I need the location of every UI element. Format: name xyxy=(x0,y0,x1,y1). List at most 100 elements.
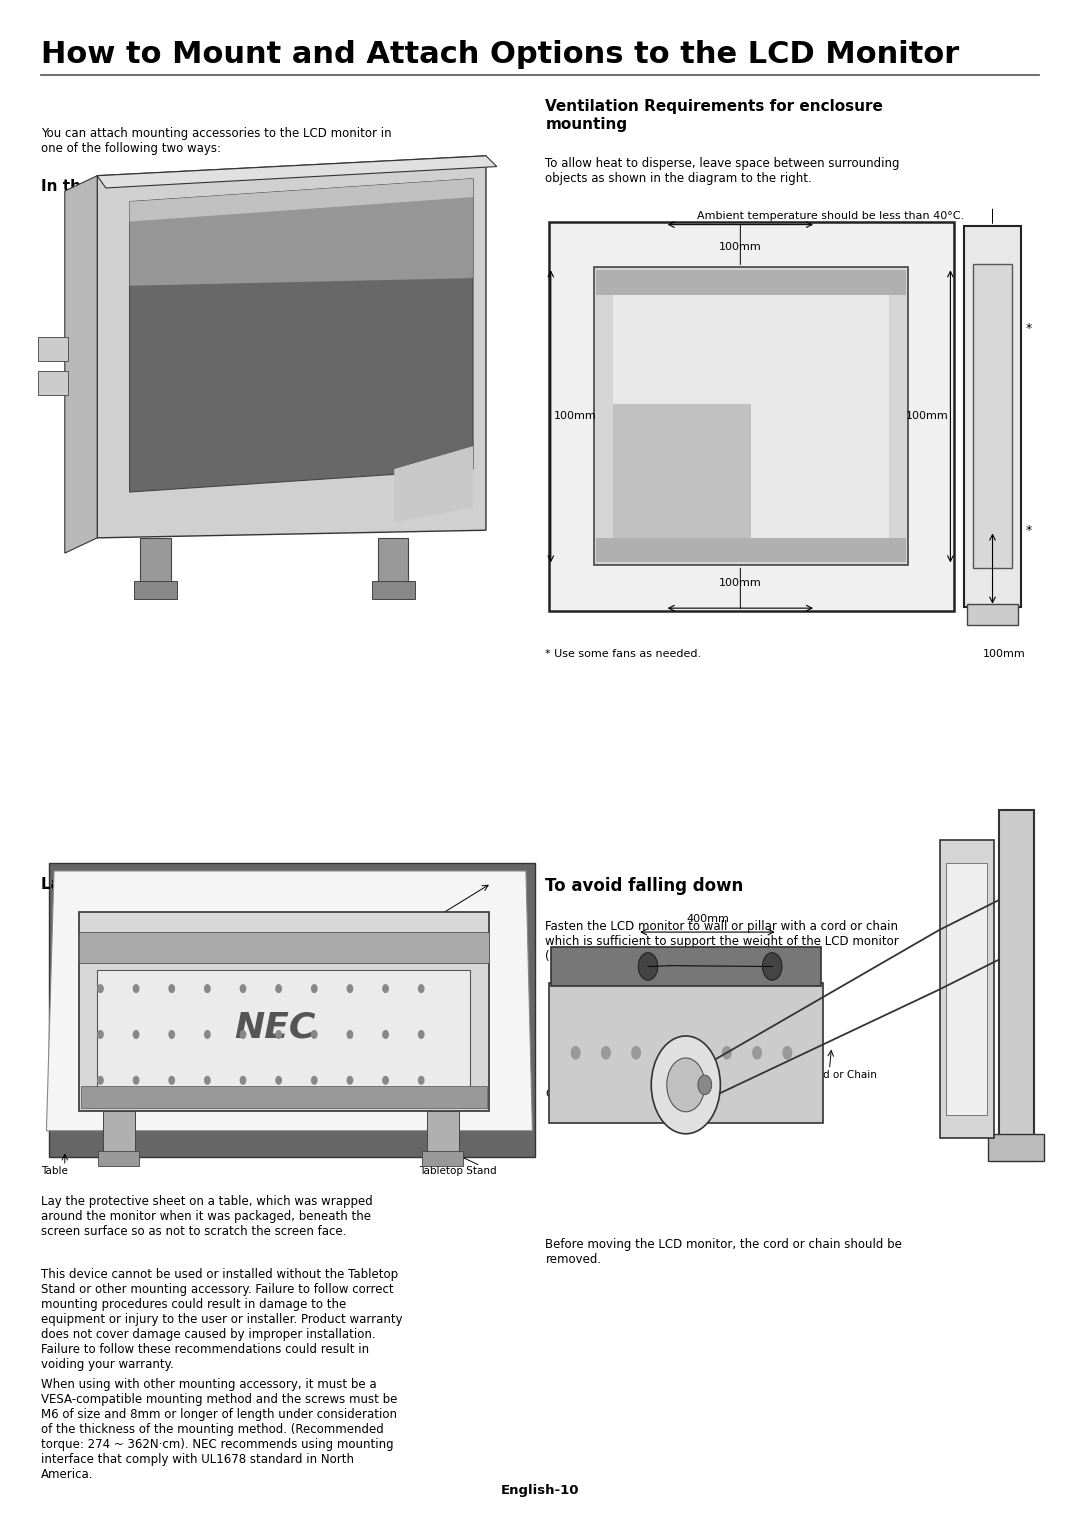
Circle shape xyxy=(632,1047,640,1059)
Bar xyxy=(967,604,1018,625)
Circle shape xyxy=(276,1076,281,1085)
Circle shape xyxy=(419,1076,423,1085)
Text: *: * xyxy=(1026,524,1032,536)
Circle shape xyxy=(419,1031,423,1039)
Circle shape xyxy=(383,1031,389,1039)
Circle shape xyxy=(97,1031,104,1039)
Circle shape xyxy=(571,1047,580,1059)
Bar xyxy=(38,336,68,361)
Circle shape xyxy=(698,1076,712,1094)
Circle shape xyxy=(602,1047,610,1059)
Bar xyxy=(940,840,994,1138)
Circle shape xyxy=(134,1031,138,1039)
Circle shape xyxy=(762,953,782,981)
Bar xyxy=(372,581,415,599)
Text: Fasten the LCD monitor to wall or pillar with a cord or chain
which is sufficien: Fasten the LCD monitor to wall or pillar… xyxy=(545,920,900,963)
Circle shape xyxy=(662,1047,671,1059)
Circle shape xyxy=(348,1031,352,1039)
Text: Screw Holes: Screw Holes xyxy=(648,963,712,973)
Text: 100mm: 100mm xyxy=(719,241,761,252)
Bar xyxy=(549,222,954,611)
Bar xyxy=(140,538,171,584)
Polygon shape xyxy=(130,179,473,286)
Text: NEC: NEC xyxy=(234,1010,316,1045)
Text: 100mm: 100mm xyxy=(983,649,1026,660)
Text: In the upright position: In the upright position xyxy=(41,179,234,194)
Text: Tabletop Stand: Tabletop Stand xyxy=(419,1166,497,1177)
Circle shape xyxy=(205,984,210,993)
Circle shape xyxy=(723,1047,731,1059)
Bar xyxy=(427,1111,459,1154)
Polygon shape xyxy=(49,863,535,1157)
Bar xyxy=(613,405,752,538)
Text: 100mm: 100mm xyxy=(905,411,948,422)
Text: 400mm: 400mm xyxy=(686,914,729,924)
Text: * Use some fans as needed.: * Use some fans as needed. xyxy=(545,649,702,660)
Circle shape xyxy=(783,1047,792,1059)
Circle shape xyxy=(666,1057,705,1112)
Circle shape xyxy=(205,1031,210,1039)
Text: To allow heat to disperse, leave space between surrounding
objects as shown in t: To allow heat to disperse, leave space b… xyxy=(545,157,900,185)
Polygon shape xyxy=(65,176,97,553)
Text: Ventilation Requirements for enclosure
mounting: Ventilation Requirements for enclosure m… xyxy=(545,99,883,131)
Text: Before moving the LCD monitor, the cord or chain should be
removed.: Before moving the LCD monitor, the cord … xyxy=(545,1238,902,1265)
Polygon shape xyxy=(130,179,473,492)
Polygon shape xyxy=(130,179,473,222)
Bar xyxy=(551,947,821,986)
Circle shape xyxy=(170,984,175,993)
Circle shape xyxy=(170,1031,175,1039)
Bar xyxy=(79,932,489,963)
Bar xyxy=(97,970,470,1093)
Bar xyxy=(103,1111,135,1154)
Text: How to Mount and Attach Options to the LCD Monitor: How to Mount and Attach Options to the L… xyxy=(41,40,959,69)
Circle shape xyxy=(241,984,246,993)
Circle shape xyxy=(312,1076,318,1085)
Bar xyxy=(988,1134,1044,1161)
Bar xyxy=(596,270,906,295)
Text: English-10: English-10 xyxy=(501,1484,579,1497)
Text: 100mm: 100mm xyxy=(554,411,597,422)
Text: Clamper: Clamper xyxy=(545,1089,590,1100)
Text: To avoid falling down: To avoid falling down xyxy=(545,877,744,895)
Circle shape xyxy=(241,1076,246,1085)
Bar xyxy=(613,295,889,538)
Text: This device cannot be used or installed without the Tabletop
Stand or other moun: This device cannot be used or installed … xyxy=(41,1268,403,1371)
Bar xyxy=(134,581,177,599)
Circle shape xyxy=(97,1076,104,1085)
Text: Screw: Screw xyxy=(711,1112,742,1123)
Bar xyxy=(378,538,408,584)
Circle shape xyxy=(383,984,389,993)
Text: Cord or Chain: Cord or Chain xyxy=(805,1070,877,1080)
Text: You can attach mounting accessories to the LCD monitor in
one of the following t: You can attach mounting accessories to t… xyxy=(41,127,392,154)
Bar xyxy=(999,810,1034,1161)
Bar xyxy=(79,912,489,1111)
Circle shape xyxy=(97,984,104,993)
Circle shape xyxy=(134,1076,138,1085)
Polygon shape xyxy=(97,156,486,538)
Circle shape xyxy=(276,984,281,993)
Circle shape xyxy=(638,953,658,981)
Polygon shape xyxy=(394,446,473,523)
Text: 100mm: 100mm xyxy=(719,578,761,588)
Circle shape xyxy=(134,984,138,993)
Circle shape xyxy=(170,1076,175,1085)
Bar xyxy=(422,1151,463,1166)
Circle shape xyxy=(692,1047,701,1059)
Circle shape xyxy=(753,1047,761,1059)
Circle shape xyxy=(205,1076,210,1085)
Circle shape xyxy=(348,1076,352,1085)
Circle shape xyxy=(419,984,423,993)
Bar xyxy=(549,983,823,1123)
Circle shape xyxy=(312,1031,318,1039)
Text: Lay the protective sheet on a table, which was wrapped
around the monitor when i: Lay the protective sheet on a table, whi… xyxy=(41,1195,373,1238)
Bar xyxy=(964,226,1021,607)
Text: Ambient temperature should be less than 40°C.: Ambient temperature should be less than … xyxy=(697,211,963,222)
Text: Table: Table xyxy=(41,1166,68,1177)
Text: Protective Sheet: Protective Sheet xyxy=(346,929,432,940)
Bar xyxy=(946,863,987,1115)
Bar xyxy=(81,1086,487,1108)
Polygon shape xyxy=(46,871,532,1131)
Circle shape xyxy=(383,1076,389,1085)
Circle shape xyxy=(348,984,352,993)
Bar xyxy=(594,267,908,565)
